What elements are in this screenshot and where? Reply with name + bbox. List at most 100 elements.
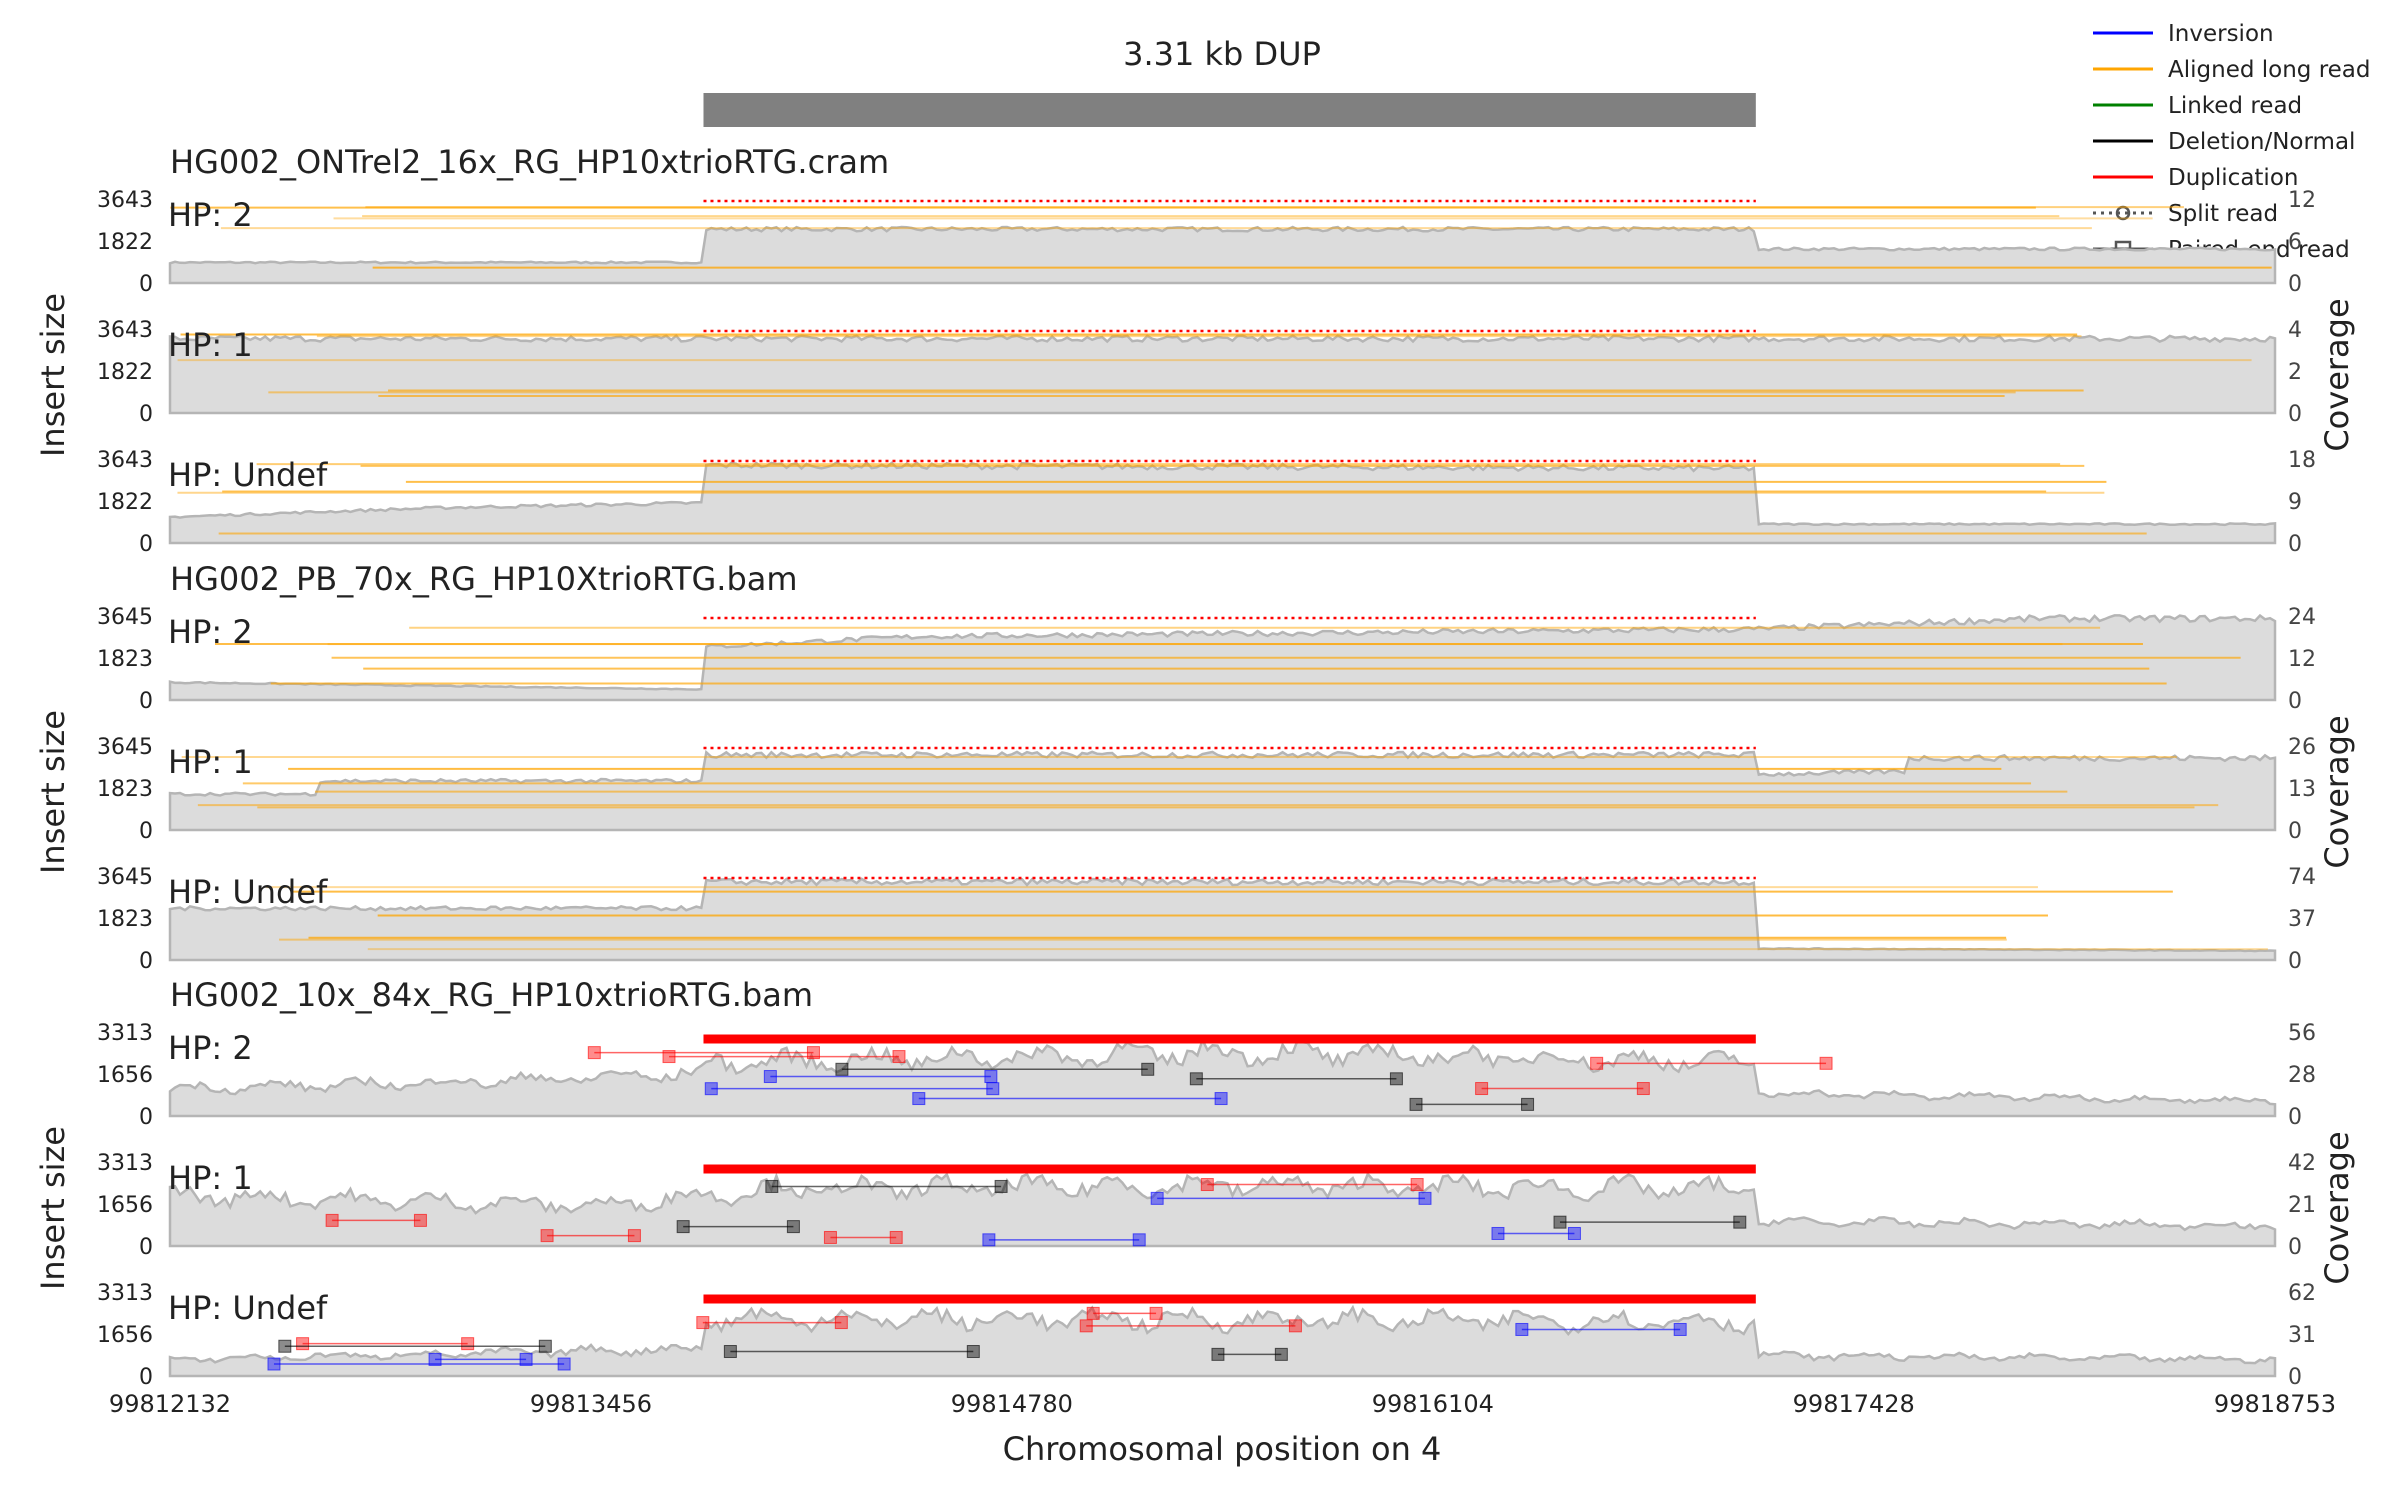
- paired-read-marker: [823, 1230, 837, 1244]
- y-tick-label: 1822: [97, 230, 153, 255]
- y-tick-label: 1823: [97, 907, 153, 932]
- chart-title: 3.31 kb DUP: [1123, 35, 1321, 73]
- track: HP: Undef 3645 1823 0 74 37 0: [97, 865, 2316, 974]
- paired-read-marker: [723, 1345, 737, 1359]
- coverage-tick-label: 12: [2288, 188, 2316, 213]
- haplotype-label: HP: 1: [168, 743, 253, 781]
- paired-read-marker: [696, 1316, 710, 1330]
- coverage-tick-label: 0: [2288, 1235, 2302, 1260]
- y-tick-label: 3313: [97, 1281, 153, 1306]
- track: HP: Undef 3643 1822 0 18 9 0: [97, 448, 2316, 557]
- haplotype-label: HP: Undef: [168, 456, 328, 494]
- legend-label: Inversion: [2168, 21, 2274, 47]
- paired-read-marker: [587, 1046, 601, 1060]
- x-tick-label: 99818753: [2214, 1390, 2336, 1418]
- haplotype-label: HP: Undef: [168, 873, 328, 911]
- y-tick-label: 3645: [97, 735, 153, 760]
- legend-label: Linked read: [2168, 93, 2302, 119]
- paired-read-marker: [662, 1050, 676, 1064]
- track: HP: 2 3645 1823 0 24 12 0: [97, 605, 2316, 714]
- sample-panel: HG002_ONTrel2_16x_RG_HP10xtrioRTG.cram HP…: [34, 143, 2356, 557]
- paired-read-marker: [1214, 1092, 1228, 1106]
- legend-label: Duplication: [2168, 165, 2298, 191]
- coverage-tick-label: 6: [2288, 230, 2302, 255]
- paired-read-marker: [1288, 1319, 1302, 1333]
- legend-item: Linked read: [2093, 93, 2302, 119]
- paired-read-marker: [1491, 1226, 1505, 1240]
- paired-read-marker: [1410, 1178, 1424, 1192]
- paired-read-marker: [1636, 1082, 1650, 1096]
- coverage-tick-label: 0: [2288, 949, 2302, 974]
- coverage-area: [168, 1171, 2277, 1248]
- legend-item: Duplication: [2093, 165, 2298, 191]
- paired-read-marker: [538, 1339, 552, 1353]
- paired-read-marker: [984, 1070, 998, 1084]
- y-tick-label: 0: [139, 402, 153, 427]
- y-axis-label-left: Insert size: [34, 293, 72, 457]
- coverage-tick-label: 42: [2288, 1151, 2316, 1176]
- paired-read-marker: [1733, 1215, 1747, 1229]
- paired-read-marker: [982, 1233, 996, 1247]
- paired-read-marker: [1274, 1347, 1288, 1361]
- coverage-tick-label: 31: [2288, 1323, 2316, 1348]
- y-tick-label: 0: [139, 272, 153, 297]
- sv-span-bar: [703, 93, 1756, 127]
- paired-read-marker: [519, 1352, 533, 1366]
- legend-item: Aligned long read: [2093, 57, 2371, 83]
- paired-read-marker: [325, 1213, 339, 1227]
- paired-read-marker: [1149, 1306, 1163, 1320]
- y-tick-label: 3313: [97, 1151, 153, 1176]
- y-tick-label: 0: [139, 949, 153, 974]
- x-tick-label: 99817428: [1793, 1390, 1915, 1418]
- paired-read-marker: [1819, 1056, 1833, 1070]
- coverage-area: [168, 877, 2277, 962]
- coverage-area: [168, 1304, 2277, 1378]
- haplotype-label: HP: 1: [168, 326, 253, 364]
- paired-read-marker: [1553, 1215, 1567, 1229]
- coverage-tick-label: 28: [2288, 1063, 2316, 1088]
- x-axis: 99812132 99813456 99814780 99816104 99817428…: [109, 1390, 2336, 1418]
- legend-item: Split read: [2093, 201, 2278, 227]
- paired-read-marker: [1567, 1226, 1581, 1240]
- paired-read-marker: [1673, 1322, 1687, 1336]
- haplotype-label: HP: 2: [168, 613, 253, 651]
- paired-read-marker: [806, 1046, 820, 1060]
- x-axis-label: Chromosomal position on 4: [1003, 1430, 1442, 1468]
- y-axis-label-right: Coverage: [2318, 298, 2356, 451]
- haplotype-label: HP: Undef: [168, 1289, 328, 1327]
- paired-read-marker: [912, 1092, 926, 1106]
- paired-read-marker: [278, 1339, 292, 1353]
- coverage-tick-label: 0: [2288, 272, 2302, 297]
- legend-label: Split read: [2168, 201, 2278, 227]
- coverage-tick-label: 0: [2288, 819, 2302, 844]
- legend-item: Deletion/Normal: [2093, 129, 2355, 155]
- paired-read-marker: [1141, 1062, 1155, 1076]
- paired-read-marker: [1475, 1082, 1489, 1096]
- track: HP: 1 3643 1822 0 4 2 0: [97, 318, 2302, 427]
- sample-panels: HG002_ONTrel2_16x_RG_HP10xtrioRTG.cram HP…: [34, 143, 2356, 1390]
- paired-read-marker: [1515, 1322, 1529, 1336]
- legend-label: Deletion/Normal: [2168, 129, 2355, 155]
- coverage-tick-label: 12: [2288, 647, 2316, 672]
- coverage-tick-label: 0: [2288, 1365, 2302, 1390]
- paired-read-marker: [413, 1213, 427, 1227]
- coverage-tick-label: 74: [2288, 865, 2316, 890]
- coverage-tick-label: 18: [2288, 448, 2316, 473]
- x-tick-label: 99813456: [530, 1390, 652, 1418]
- sample-panel: HG002_10x_84x_RG_HP10xtrioRTG.bam HP: 2 33…: [34, 976, 2356, 1390]
- coverage-tick-label: 21: [2288, 1193, 2316, 1218]
- paired-read-marker: [1200, 1178, 1214, 1192]
- haplotype-label: HP: 1: [168, 1159, 253, 1197]
- haplotype-label: HP: 2: [168, 196, 253, 234]
- coverage-tick-label: 9: [2288, 490, 2302, 515]
- y-tick-label: 1656: [97, 1323, 153, 1348]
- paired-read-marker: [1086, 1306, 1100, 1320]
- coverage-area: [168, 461, 2277, 545]
- paired-read-marker: [461, 1337, 475, 1351]
- y-tick-label: 1656: [97, 1193, 153, 1218]
- y-axis-label-left: Insert size: [34, 1126, 72, 1290]
- paired-read-marker: [557, 1357, 571, 1371]
- coverage-tick-label: 0: [2288, 1105, 2302, 1130]
- paired-read-marker: [267, 1357, 281, 1371]
